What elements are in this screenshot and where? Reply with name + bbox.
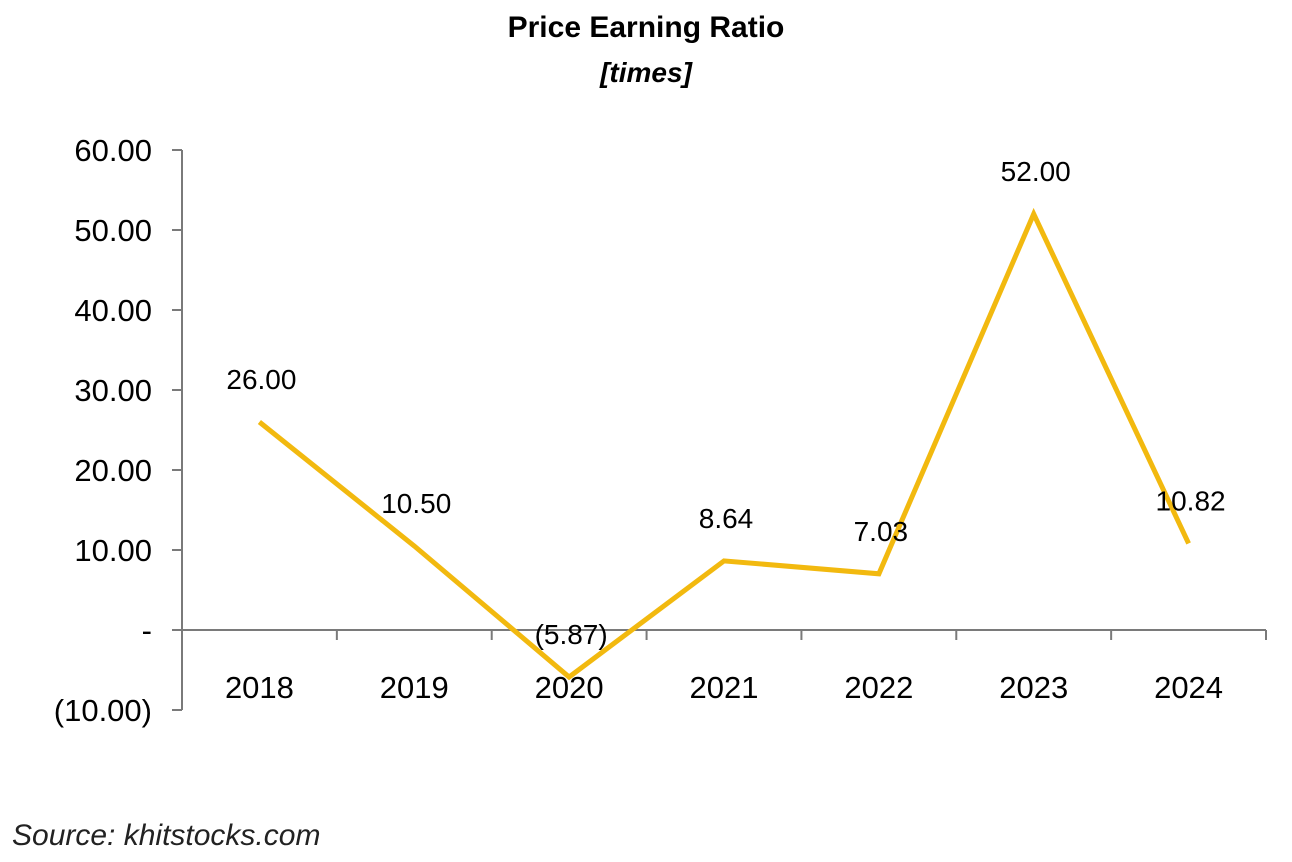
y-tick-label: 40.00: [74, 293, 152, 328]
y-tick-label: 30.00: [74, 373, 152, 408]
data-label: 10.82: [1156, 485, 1226, 516]
data-label: 26.00: [226, 364, 296, 395]
axes: [172, 149, 1267, 711]
data-label: 52.00: [1001, 156, 1071, 187]
y-tick-label: 10.00: [74, 533, 152, 568]
y-tick-label: 50.00: [74, 213, 152, 248]
y-tick-label: 60.00: [74, 133, 152, 168]
series-line: [257, 207, 1191, 681]
x-tick-label: 2021: [690, 670, 759, 705]
data-label: (5.87): [535, 619, 608, 650]
x-axis-labels: 2018 2019 2020 2021 2022 2023 2024: [225, 670, 1223, 705]
y-axis-labels: (10.00) - 10.00 20.00 30.00 40.00 50.00 60.00: [54, 133, 152, 728]
data-label: 7.03: [854, 516, 909, 547]
x-tick-label: 2022: [844, 670, 913, 705]
y-tick-label: 20.00: [74, 453, 152, 488]
chart-subtitle: [times]: [600, 57, 692, 88]
data-label: 8.64: [699, 503, 754, 534]
y-tick-label: (10.00): [54, 693, 152, 728]
x-tick-label: 2023: [999, 670, 1068, 705]
x-tick-label: 2019: [380, 670, 449, 705]
x-tick-label: 2018: [225, 670, 294, 705]
y-tick-label: -: [142, 613, 152, 648]
chart-title: Price Earning Ratio: [507, 11, 785, 44]
data-labels: 26.00 10.50 (5.87) 8.64 7.03 52.00 10.82: [226, 156, 1225, 650]
x-tick-label: 2024: [1154, 670, 1223, 705]
data-label: 10.50: [381, 488, 451, 519]
source-note: Source: khitstocks.com: [12, 819, 321, 852]
